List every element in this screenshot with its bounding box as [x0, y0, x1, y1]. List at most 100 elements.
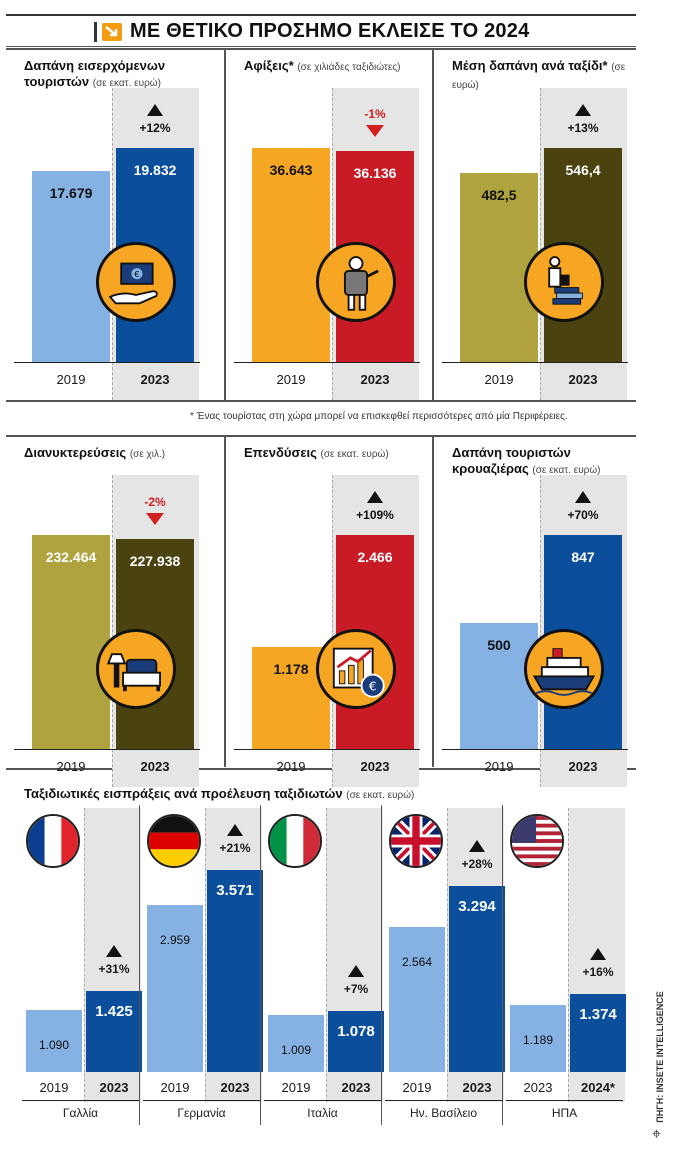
- country-label: Γερμανία: [177, 1106, 226, 1120]
- year-label: 2023: [360, 372, 390, 387]
- data-label: 847: [571, 549, 595, 565]
- source-credit: ΠΗΓΗ: INSETE INTELLIGENCE: [655, 991, 665, 1123]
- data-label: 3.571: [216, 882, 254, 899]
- year-label: 2023: [140, 759, 170, 774]
- baseline: [234, 749, 420, 750]
- divider: [6, 768, 636, 770]
- panel-unit: (σε εκατ. ευρώ): [532, 465, 601, 476]
- arrow-logo-icon: [102, 23, 122, 41]
- panel-unit: (σε ευρώ): [452, 62, 626, 91]
- money-hand-icon: €: [96, 242, 176, 322]
- baseline: [14, 362, 200, 363]
- panel-title: Διανυκτερεύσεις (σε χιλ.): [24, 445, 214, 463]
- year-label: 2019: [281, 1080, 311, 1095]
- bar-2019: [26, 1010, 82, 1072]
- change-label: -2%: [144, 495, 166, 510]
- divider: [6, 48, 636, 50]
- bar-2019: [32, 171, 110, 362]
- italy-flag-icon: [268, 814, 322, 868]
- title-divider: [94, 22, 97, 42]
- bar-2024*: [570, 994, 626, 1072]
- divider: [502, 805, 503, 1125]
- change-label: +109%: [356, 508, 394, 522]
- growth-chart-icon: €: [316, 629, 396, 709]
- year-label: 2023: [462, 1080, 492, 1095]
- up-arrow-icon: [147, 104, 163, 116]
- up-arrow-icon: [590, 948, 606, 961]
- usa-flag-icon: [510, 814, 564, 868]
- baseline: [442, 749, 628, 750]
- footnote: * Ένας τουρίστας στη χώρα μπορεί να επισ…: [190, 411, 568, 422]
- year-label: 2019: [39, 1080, 69, 1095]
- divider: [381, 805, 382, 1125]
- divider: [432, 437, 434, 767]
- data-label: 36.643: [269, 162, 313, 178]
- year-label: 2019: [484, 759, 514, 774]
- panel-title-text: Επενδύσεις: [244, 445, 317, 460]
- change-label: +28%: [461, 856, 493, 871]
- traveler-cash-icon: [524, 242, 604, 322]
- up-arrow-icon: [469, 839, 485, 852]
- up-arrow-icon: [348, 965, 364, 978]
- change-label: -1%: [364, 106, 386, 121]
- svg-text:€: €: [134, 269, 139, 279]
- year-label: 2023: [568, 759, 598, 774]
- country-label: Γαλλία: [62, 1106, 99, 1120]
- year-label: 2019: [402, 1080, 432, 1095]
- up-arrow-icon: [575, 104, 591, 116]
- data-label: 1.090: [38, 1038, 70, 1053]
- panel-title: Αφίξεις* (σε χιλιάδες ταξιδιώτες): [244, 58, 424, 76]
- year-label: 2023: [220, 1080, 250, 1095]
- panel-unit: (σε χιλ.): [129, 449, 166, 460]
- up-arrow-icon: [227, 824, 243, 836]
- year-label: 2019: [160, 1080, 190, 1095]
- bar-2023: [328, 1011, 384, 1072]
- baseline: [14, 749, 200, 750]
- bar-2019: [147, 904, 203, 1072]
- uk-flag-icon: [389, 814, 443, 868]
- origin-chart-title: Ταξιδιωτικές εισπράξεις ανά προέλευση τα…: [24, 786, 415, 801]
- bar-2019: [32, 535, 110, 749]
- baseline: [234, 362, 420, 363]
- year-label: 2023: [341, 1080, 371, 1095]
- panel-title: Δαπάνη εισερχόμενων τουριστών (σε εκατ. …: [24, 58, 214, 92]
- cruise-ship-icon: [524, 629, 604, 709]
- panel-title-text: Διανυκτερεύσεις: [24, 445, 127, 460]
- year-label: 2019: [276, 759, 306, 774]
- divider: [224, 437, 226, 767]
- change-label: +7%: [343, 982, 369, 997]
- panel-title: Επενδύσεις (σε εκατ. ευρώ): [244, 445, 424, 463]
- svg-text:€: €: [369, 679, 377, 693]
- panel-title-text: Αφίξεις*: [244, 58, 294, 73]
- change-label: +13%: [567, 121, 599, 135]
- panel-unit: (σε εκατ. ευρώ): [92, 78, 161, 89]
- change-label: +21%: [219, 841, 251, 855]
- data-label: 36.136: [353, 164, 397, 181]
- data-label: 2.959: [159, 932, 191, 947]
- baseline: [143, 1100, 260, 1101]
- panel-title-text: Δαπάνη εισερχόμενων τουριστών: [24, 58, 166, 89]
- data-label: 232.464: [45, 549, 97, 565]
- up-arrow-icon: [575, 491, 591, 503]
- link-icon: ⌖: [652, 1126, 662, 1143]
- data-label: 1.425: [95, 1003, 133, 1021]
- year-label: 2023: [523, 1080, 553, 1095]
- country-label: Ιταλία: [307, 1106, 338, 1120]
- change-label: +70%: [567, 508, 599, 522]
- divider: [260, 805, 261, 1125]
- data-label: 1.009: [280, 1042, 312, 1057]
- year-label: 2023: [99, 1080, 129, 1095]
- year-label: 2023: [568, 372, 598, 387]
- data-label: 500: [487, 636, 511, 653]
- down-arrow-icon: [366, 124, 384, 137]
- year-label: 2023: [140, 372, 170, 387]
- page-title: ΜΕ ΘΕΤΙΚΟ ΠΡΟΣΗΜΟ ΕΚΛΕΙΣΕ ΤΟ 2024: [130, 20, 530, 42]
- title-row: ΜΕ ΘΕΤΙΚΟ ΠΡΟΣΗΜΟ ΕΚΛΕΙΣΕ ΤΟ 2024: [6, 14, 636, 47]
- bar-2023: [86, 991, 142, 1072]
- baseline: [442, 362, 628, 363]
- year-label: 2024*: [581, 1080, 615, 1095]
- year-label: 2019: [56, 759, 86, 774]
- data-label: 1.374: [579, 1006, 617, 1024]
- data-label: 1.178: [273, 660, 309, 677]
